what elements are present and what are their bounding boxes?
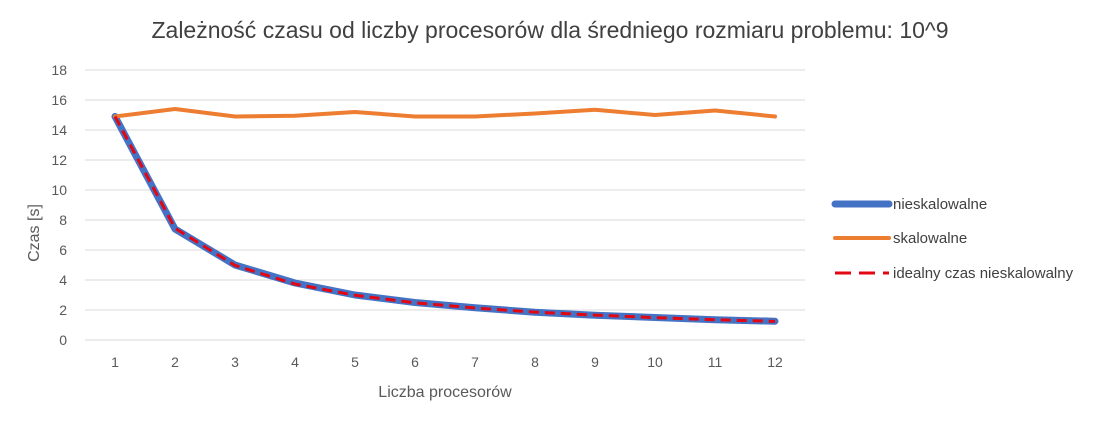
series-lines	[111, 107, 779, 325]
y-tick-label: 18	[51, 62, 67, 78]
y-tick-label: 14	[51, 122, 67, 138]
x-tick-label: 6	[411, 354, 419, 370]
series-line-nieskalowalne	[111, 113, 779, 325]
y-axis-title: Czas [s]	[26, 204, 43, 262]
x-tick-label: 8	[531, 354, 539, 370]
legend-label: skalowalne	[893, 230, 967, 247]
y-tick-label: 2	[59, 302, 67, 318]
series-line-idealny-czas-nieskalowalny	[113, 115, 776, 323]
x-tick-label: 12	[767, 354, 783, 370]
x-tick-label: 9	[591, 354, 599, 370]
y-axis-ticks: 0 2 4 6 8 10 12 14 16 18	[51, 62, 67, 348]
x-tick-label: 10	[647, 354, 663, 370]
legend-label: idealny czas nieskalowalny	[893, 265, 1074, 282]
y-tick-label: 16	[51, 92, 67, 108]
y-tick-label: 10	[51, 182, 67, 198]
x-tick-label: 3	[231, 354, 239, 370]
x-tick-label: 5	[351, 354, 359, 370]
y-tick-label: 4	[59, 272, 67, 288]
x-tick-label: 11	[708, 354, 723, 370]
y-tick-label: 8	[59, 212, 67, 228]
y-tick-label: 0	[59, 332, 67, 348]
x-axis-title: Liczba procesorów	[378, 384, 512, 401]
chart-title: Zależność czasu od liczby procesorów dla…	[151, 17, 948, 43]
legend: nieskalowalne skalowalne idealny czas nies…	[831, 196, 1074, 282]
y-tick-label: 6	[59, 242, 67, 258]
x-tick-label: 7	[471, 354, 479, 370]
x-tick-label: 4	[291, 354, 299, 370]
legend-label: nieskalowalne	[893, 196, 987, 213]
x-tick-label: 1	[111, 354, 119, 370]
x-tick-label: 2	[171, 354, 179, 370]
x-axis-ticks: 1 2 3 4 5 6 7 8 9 10 11 12	[111, 354, 783, 370]
y-tick-label: 12	[51, 152, 67, 168]
series-line-skalowalne	[113, 107, 777, 119]
